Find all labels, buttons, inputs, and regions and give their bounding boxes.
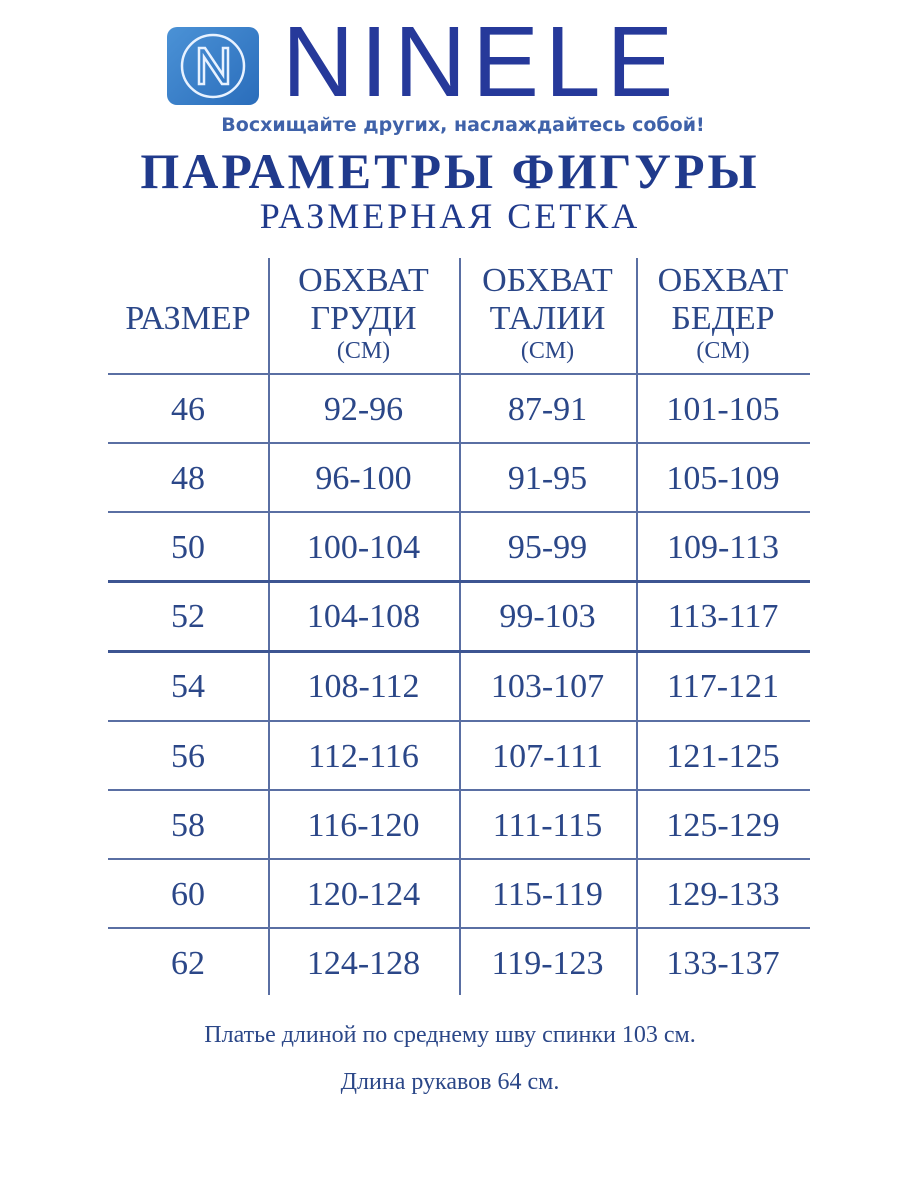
brand-name: NINELE (282, 6, 680, 118)
header-unit: (СМ) (520, 338, 575, 364)
measurement-cell: 100-104 (306, 529, 421, 566)
header-line1: ОБХВАТ (657, 262, 789, 299)
row-divider (108, 927, 810, 929)
brand-logo-icon (167, 27, 259, 105)
header-line2: ТАЛИИ (489, 300, 606, 337)
measurement-cell: 113-117 (667, 598, 779, 635)
brand-tagline: Восхищайте других, наслаждайтесь собой! (221, 114, 705, 136)
column-divider (459, 258, 461, 995)
size-cell: 58 (171, 807, 205, 844)
row-divider (108, 511, 810, 513)
measurement-cell: 116-120 (307, 807, 420, 844)
measurement-cell: 120-124 (306, 876, 421, 913)
measurement-cell: 109-113 (666, 529, 780, 566)
row-divider (108, 442, 810, 444)
measurement-cell: 87-91 (507, 391, 588, 428)
header-line1: ОБХВАТ (482, 262, 613, 299)
size-cell: 60 (171, 876, 205, 913)
header-unit: (СМ) (336, 338, 391, 364)
measurement-cell: 124-128 (306, 945, 421, 982)
row-divider (108, 580, 810, 583)
column-header: РАЗМЕР (108, 300, 268, 338)
note-sleeve-length: Длина рукавов 64 см. (340, 1069, 560, 1095)
measurement-cell: 133-137 (666, 945, 780, 982)
measurement-cell: 129-133 (666, 876, 780, 913)
measurement-cell: 115-119 (492, 876, 603, 913)
measurement-cell: 107-111 (492, 738, 603, 775)
size-cell: 54 (171, 668, 205, 705)
page-title: ПАРАМЕТРЫ ФИГУРЫ (140, 143, 760, 199)
column-divider (268, 258, 270, 995)
measurement-cell: 91-95 (507, 460, 588, 497)
size-cell: 56 (171, 738, 205, 775)
column-divider (636, 258, 638, 995)
row-divider (108, 789, 810, 791)
measurement-cell: 96-100 (315, 460, 412, 497)
header-line1: ОБХВАТ (298, 262, 429, 299)
row-divider (108, 373, 810, 375)
measurement-cell: 103-107 (490, 668, 605, 705)
size-cell: 62 (171, 945, 205, 982)
header-unit: (СМ) (696, 338, 750, 364)
row-divider (108, 720, 810, 722)
row-divider (108, 858, 810, 860)
header-line1: РАЗМЕР (125, 300, 251, 337)
size-cell: 48 (171, 460, 205, 497)
measurement-cell: 99-103 (499, 598, 596, 635)
measurement-cell: 95-99 (507, 529, 588, 566)
measurement-cell: 125-129 (666, 807, 780, 844)
measurement-cell: 104-108 (306, 598, 421, 635)
measurement-cell: 108-112 (307, 668, 420, 705)
header-line2: БЕДЕР (671, 300, 775, 337)
measurement-cell: 117-121 (666, 668, 780, 705)
column-header: ОБХВАТ ГРУДИ (СМ) (268, 262, 459, 364)
page-subtitle: РАЗМЕРНАЯ СЕТКА (259, 196, 641, 236)
column-header: ОБХВАТ ТАЛИИ (СМ) (459, 262, 636, 364)
measurement-cell: 92-96 (323, 391, 404, 428)
measurement-cell: 111-115 (492, 807, 603, 844)
measurement-cell: 105-109 (666, 460, 780, 497)
column-header: ОБХВАТ БЕДЕР (СМ) (636, 262, 810, 364)
row-divider (108, 650, 810, 653)
measurement-cell: 101-105 (666, 391, 780, 428)
size-cell: 46 (171, 391, 205, 428)
size-cell: 50 (171, 529, 205, 566)
measurement-cell: 119-123 (491, 945, 604, 982)
measurement-cell: 121-125 (666, 738, 780, 775)
header-line2: ГРУДИ (310, 300, 417, 337)
size-cell: 52 (171, 598, 205, 635)
note-dress-length: Платье длиной по среднему шву спинки 103… (204, 1022, 696, 1048)
measurement-cell: 112-116 (308, 738, 419, 775)
